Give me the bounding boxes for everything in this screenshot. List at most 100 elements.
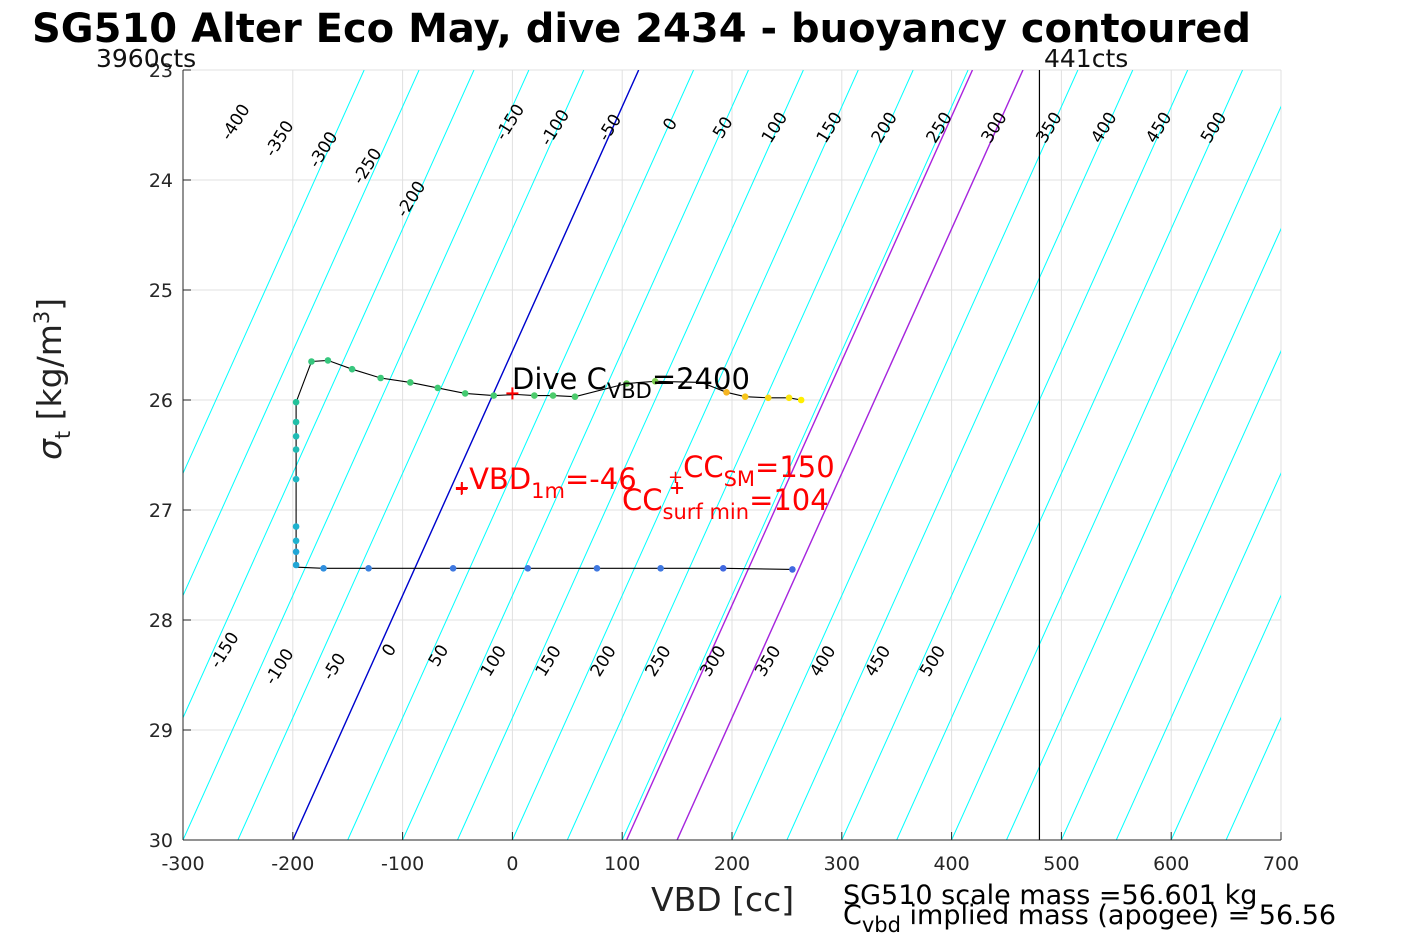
data-point-30	[723, 389, 730, 396]
top-contour-label-4: -200	[393, 178, 430, 221]
contour-line-9	[511, 70, 859, 840]
implied-mass-rest: implied mass (apogee) = 56.56	[900, 900, 1337, 931]
scale-mass-text: SG510 scale mass =56.601 kg	[843, 880, 1258, 911]
data-point-4	[524, 565, 532, 572]
data-point-31	[741, 393, 749, 401]
contour-line-4	[237, 70, 585, 840]
data-point-26	[549, 392, 557, 399]
data-point-9	[292, 548, 300, 556]
implied-mass-sym: C	[843, 900, 862, 931]
cc-sm-annotation: +CCSM=150	[668, 450, 835, 490]
contour-line-3	[183, 70, 530, 840]
cc-sm-pre: CC	[683, 450, 724, 484]
x-tick-label-6: 300	[824, 853, 860, 875]
y-tick-label-3: 26	[149, 390, 173, 412]
x-tick-label-2: -100	[381, 853, 424, 875]
y-axis-symbol: σ	[30, 439, 69, 460]
contour-line-19	[1060, 349, 1281, 840]
bottom-contour-label-8: 250	[642, 642, 676, 680]
x-tick-label-0: -300	[161, 853, 204, 875]
data-point-34	[797, 396, 805, 404]
data-point-32	[764, 394, 772, 402]
y-tick-label-7: 30	[149, 830, 173, 852]
bottom-contour-label-6: 150	[532, 642, 566, 680]
data-point-29	[651, 378, 659, 385]
dive-cvbd-pre: Dive C	[512, 362, 607, 396]
data-point-27	[571, 393, 579, 401]
vbd-1m-sub: 1m	[531, 479, 565, 503]
bottom-contour-label-12: 450	[861, 642, 895, 680]
data-point-11	[292, 523, 300, 530]
contour-line-1	[183, 70, 420, 597]
data-point-6	[365, 565, 372, 572]
dive-cvbd-sub: VBD	[606, 379, 652, 403]
buoyancy-contours	[183, 70, 1417, 840]
corner-left-label: 3960cts	[96, 44, 197, 73]
top-contour-label-5: -150	[492, 101, 529, 144]
y-tick-label-1: 24	[149, 170, 173, 192]
y-tick-label-2: 25	[149, 280, 173, 302]
top-contour-label-14: 300	[977, 109, 1011, 147]
data-point-16	[292, 398, 300, 406]
contour-line-17	[951, 105, 1281, 840]
data-point-22	[434, 384, 442, 392]
contour-line-11	[621, 70, 969, 840]
data-point-17	[308, 358, 315, 365]
bottom-contour-label-3: 0	[378, 640, 401, 660]
data-point-13	[292, 446, 300, 453]
bottom-contour-label-2: -50	[319, 650, 351, 684]
x-tick-label-3: 0	[506, 853, 518, 875]
bottom-contour-label-13: 500	[916, 642, 950, 680]
contour-line-0	[183, 70, 365, 475]
cc-sm-post: =150	[755, 450, 835, 484]
top-contour-label-2: -300	[305, 128, 342, 171]
dive-cvbd-annotation: Dive CVBD=2400	[512, 362, 750, 402]
contour-line-21	[1170, 594, 1281, 840]
top-contour-label-0: -400	[217, 101, 254, 144]
data-point-23	[461, 390, 469, 397]
cc-surf-min-post: =104	[749, 483, 829, 517]
data-point-19	[348, 365, 356, 373]
data-point-28	[623, 380, 630, 387]
vbd-1m-pre: VBD	[469, 462, 532, 496]
top-contour-label-3: -250	[349, 145, 386, 188]
contour-line-15	[841, 70, 1189, 840]
red-marker-0	[506, 387, 519, 400]
x-tick-label-4: 100	[604, 853, 640, 875]
top-contour-label-9: 50	[709, 113, 737, 142]
magenta-contour-0	[625, 70, 974, 840]
top-contour-label-8: 0	[659, 115, 682, 135]
top-contour-label-18: 500	[1197, 109, 1231, 147]
y-axis-unit: [kg/m	[30, 324, 69, 431]
data-point-0	[789, 566, 796, 573]
contour-line-18	[1006, 227, 1281, 840]
zero-contour	[292, 70, 640, 840]
data-point-15	[292, 418, 300, 426]
data-point-1	[719, 565, 727, 572]
data-point-24	[490, 392, 498, 399]
implied-mass-text: Cvbd implied mass (apogee) = 56.56	[843, 900, 1337, 936]
data-point-5	[449, 565, 457, 572]
data-point-18	[324, 357, 332, 364]
data-point-12	[292, 475, 300, 483]
y-axis-label: σt [kg/m3]	[30, 298, 75, 460]
x-axis-label: VBD [cc]	[651, 880, 795, 919]
contour-line-23	[1280, 838, 1281, 840]
contour-line-14	[786, 70, 1134, 840]
data-point-21	[406, 379, 414, 386]
y-axis-sub: t	[51, 430, 75, 440]
data-point-2	[657, 565, 664, 572]
contour-line-24	[1336, 70, 1417, 840]
red-marker-1	[455, 482, 468, 494]
contour-line-25	[1391, 70, 1417, 840]
magenta-contour-1	[676, 70, 1024, 840]
corner-right-label: 441cts	[1044, 44, 1129, 73]
red-marker-2	[671, 482, 684, 494]
data-point-25	[531, 392, 538, 399]
contour-line-6	[347, 70, 695, 840]
cc-surf-min-pre: CC	[622, 483, 663, 517]
y-tick-label-4: 27	[149, 500, 173, 522]
bottom-contour-label-0: -150	[206, 629, 243, 672]
contour-line-16	[896, 70, 1244, 840]
vbd-1m-post: =-46	[565, 462, 637, 496]
